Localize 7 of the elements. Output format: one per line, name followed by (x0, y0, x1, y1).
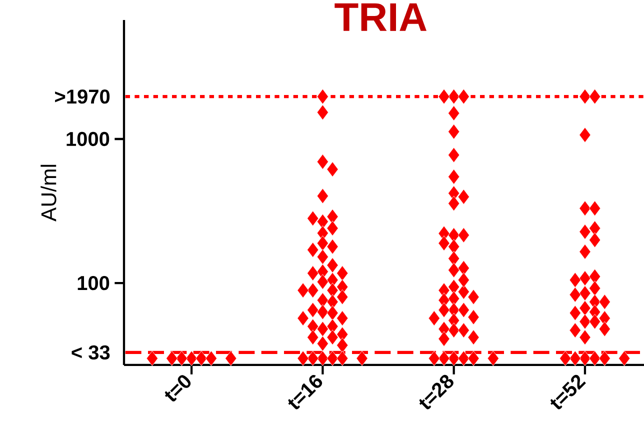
x-tick-label: t=0 (164, 375, 191, 402)
y-tick-label: 1000 (66, 132, 110, 146)
y-axis-title: AU/ml (40, 164, 56, 222)
ref-line-label: >1970 (55, 90, 110, 104)
ref-line-label: < 33 (72, 345, 110, 360)
y-tick-label: 100 (78, 276, 110, 290)
chart-title: TRIA (334, 3, 426, 31)
